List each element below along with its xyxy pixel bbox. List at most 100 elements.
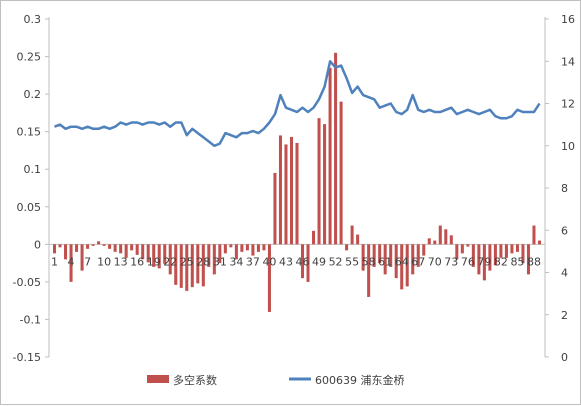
bar: [229, 244, 233, 248]
bar: [422, 244, 426, 256]
bar: [510, 244, 514, 254]
bar: [223, 244, 227, 254]
x-tick-label: 49: [312, 255, 326, 268]
bar: [295, 142, 299, 245]
bar: [86, 244, 90, 249]
bar: [411, 244, 415, 275]
bar: [64, 244, 68, 260]
bar: [394, 244, 398, 279]
legend-label-line: 600639 浦东金桥: [315, 373, 405, 387]
bar: [504, 244, 508, 258]
x-tick-label: 4: [68, 255, 75, 268]
left-tick-label: -0.1: [20, 313, 41, 326]
bar: [196, 244, 200, 284]
bar: [482, 244, 486, 281]
left-tick-label: -0.05: [13, 276, 41, 289]
x-tick-label: 28: [196, 255, 210, 268]
right-tick-label: 8: [561, 182, 568, 195]
bar: [174, 244, 178, 285]
right-tick-label: 12: [561, 98, 575, 111]
bar: [521, 244, 525, 264]
bar: [405, 244, 409, 287]
x-tick-label: 37: [246, 255, 260, 268]
bar: [466, 244, 470, 247]
bar: [284, 144, 288, 245]
line-series-price: [54, 60, 541, 148]
bar: [201, 244, 205, 287]
bar: [367, 244, 371, 297]
bar: [267, 244, 271, 312]
right-tick-label: 6: [561, 224, 568, 237]
bar: [52, 244, 57, 254]
right-tick-label: 14: [561, 55, 575, 68]
bar: [108, 244, 112, 249]
bar: [278, 135, 282, 245]
legend: 多空系数 600639 浦东金桥: [147, 373, 405, 387]
bar: [179, 244, 183, 288]
bar: [130, 244, 134, 251]
x-tick-label: 43: [279, 255, 293, 268]
bar: [58, 244, 62, 248]
bar-series-coefficient: [52, 52, 542, 312]
x-tick-label: 16: [130, 255, 144, 268]
bar: [334, 52, 338, 245]
x-tick-label: 31: [213, 255, 227, 268]
bar: [499, 244, 503, 258]
right-axis-ticks: 0 2 4 6 8 10 12 14 16: [545, 13, 575, 364]
x-tick-label: 19: [147, 255, 161, 268]
x-tick-label: 64: [395, 255, 409, 268]
bar: [75, 244, 79, 252]
bar: [312, 230, 316, 245]
bar: [69, 244, 73, 282]
x-tick-label: 85: [510, 255, 524, 268]
bar: [323, 124, 327, 245]
bar: [471, 244, 475, 267]
left-tick-label: 0.25: [17, 51, 42, 64]
bar: [152, 244, 156, 267]
bar: [328, 67, 332, 245]
left-tick-label: -0.15: [13, 351, 41, 364]
bar: [444, 229, 448, 245]
x-tick-label: 82: [494, 255, 508, 268]
x-tick-label: 40: [262, 255, 276, 268]
bar: [345, 244, 349, 251]
x-tick-label: 55: [345, 255, 359, 268]
bar: [526, 244, 530, 275]
legend-swatch-bar: [147, 375, 169, 383]
left-tick-label: 0.1: [24, 163, 42, 176]
bar: [97, 241, 101, 245]
bar: [113, 244, 117, 252]
x-tick-label: 70: [428, 255, 442, 268]
right-tick-label: 10: [561, 140, 575, 153]
bar: [262, 244, 266, 251]
bar: [212, 244, 216, 275]
x-axis-ticks: 1 4 7 10 13 16 19 22 25 28 31 34 37 40 43 46 49 52 55 58 61 6…: [51, 255, 541, 268]
bar: [141, 244, 145, 260]
bar: [91, 244, 95, 246]
bar: [119, 244, 123, 254]
bar: [378, 244, 382, 264]
bar: [168, 244, 172, 275]
x-tick-label: 34: [229, 255, 243, 268]
right-tick-label: 16: [561, 13, 575, 26]
bar: [157, 244, 161, 269]
left-tick-label: 0.15: [17, 126, 42, 139]
x-tick-label: 13: [114, 255, 128, 268]
bar: [256, 244, 260, 252]
bar: [339, 101, 343, 245]
left-tick-label: 0.05: [17, 201, 42, 214]
bar: [433, 240, 437, 245]
bar: [207, 244, 211, 267]
x-tick-label: 88: [527, 255, 541, 268]
bar: [372, 244, 376, 267]
x-tick-label: 7: [84, 255, 91, 268]
x-tick-label: 25: [180, 255, 194, 268]
x-tick-label: 61: [378, 255, 392, 268]
x-tick-label: 52: [329, 255, 343, 268]
bar: [427, 238, 431, 245]
left-tick-label: 0: [34, 238, 41, 251]
right-tick-label: 4: [561, 267, 568, 280]
x-tick-label: 79: [477, 255, 491, 268]
